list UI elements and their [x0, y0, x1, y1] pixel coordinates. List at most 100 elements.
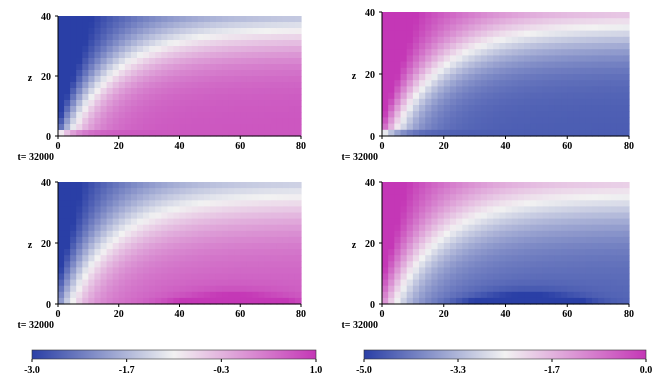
heatmap-cell — [76, 16, 83, 23]
heatmap-cell — [419, 224, 426, 232]
heatmap-cell — [382, 49, 389, 56]
heatmap-cell — [64, 118, 71, 125]
heatmap-cell — [394, 297, 402, 305]
heatmap-cell — [258, 267, 266, 275]
heatmap-cell — [282, 194, 290, 201]
heatmap-cell — [240, 52, 247, 59]
heatmap-cell — [474, 92, 482, 100]
heatmap-cell — [155, 188, 162, 195]
heatmap-cell — [499, 111, 507, 118]
heatmap-cell — [294, 218, 302, 226]
heatmap-cell — [58, 46, 65, 53]
heatmap-cell — [191, 46, 199, 53]
heatmap-cell — [616, 67, 624, 75]
heatmap-cell — [400, 117, 408, 125]
heatmap-cell — [143, 130, 150, 137]
heatmap-cell — [88, 188, 96, 195]
heatmap-cell — [58, 285, 65, 293]
heatmap-cell — [536, 285, 544, 293]
heatmap-cell — [591, 55, 599, 63]
heatmap-cell — [130, 291, 138, 299]
heatmap-cell — [622, 236, 630, 244]
heatmap-cell — [288, 285, 296, 293]
heatmap-cell — [276, 255, 284, 262]
heatmap-cell — [143, 267, 150, 275]
heatmap-cell — [88, 297, 96, 305]
heatmap-cell — [486, 105, 494, 112]
heatmap-cell — [100, 230, 108, 238]
heatmap-cell — [499, 285, 507, 293]
heatmap-cell — [486, 267, 494, 275]
heatmap-cell — [388, 18, 395, 25]
heatmap-cell — [82, 230, 89, 238]
heatmap-cell — [462, 285, 470, 293]
heatmap-cell — [222, 112, 229, 119]
heatmap-cell — [561, 111, 568, 118]
heatmap-cell — [234, 261, 241, 268]
heatmap-cell — [167, 194, 175, 201]
heatmap-cell — [591, 206, 599, 214]
y-tick-label: 0 — [370, 300, 375, 311]
heatmap-cell — [100, 182, 108, 189]
heatmap-cell — [412, 297, 420, 305]
heatmap-cell — [136, 112, 144, 119]
heatmap-cell — [258, 64, 266, 71]
heatmap-cell — [234, 243, 241, 250]
heatmap-cell — [106, 188, 114, 195]
heatmap-cell — [425, 194, 432, 201]
heatmap-cell — [130, 64, 138, 71]
heatmap-cell — [130, 124, 138, 131]
heatmap-cell — [548, 194, 556, 201]
heatmap-cell — [394, 18, 402, 25]
heatmap-cell — [94, 112, 102, 119]
heatmap-cell — [480, 285, 488, 293]
heatmap-cell — [499, 43, 507, 50]
heatmap-cell — [579, 182, 587, 189]
heatmap-cell — [474, 80, 482, 87]
heatmap-cell — [143, 218, 150, 226]
heatmap-cell — [542, 285, 550, 293]
heatmap-cell — [573, 261, 581, 268]
heatmap-cell — [511, 111, 519, 118]
heatmap-cell — [228, 273, 235, 281]
heatmap-cell — [234, 22, 241, 29]
heatmap-cell — [431, 74, 439, 81]
heatmap-cell — [585, 117, 593, 125]
heatmap-cell — [412, 255, 420, 262]
heatmap-cell — [486, 18, 494, 25]
heatmap-cell — [118, 40, 126, 47]
heatmap-cell — [167, 182, 175, 189]
heatmap-cell — [567, 105, 575, 112]
heatmap-cell — [100, 16, 108, 23]
heatmap-cell — [209, 28, 217, 35]
heatmap-cell — [406, 105, 414, 112]
heatmap-cell — [604, 18, 612, 25]
heatmap-cell — [400, 267, 408, 275]
heatmap-cell — [264, 124, 272, 131]
heatmap-cell — [437, 230, 445, 238]
heatmap-cell — [388, 206, 395, 214]
heatmap-cell — [573, 49, 581, 56]
heatmap-cell — [412, 279, 420, 287]
heatmap-cell — [130, 46, 138, 53]
heatmap-cell — [412, 98, 420, 106]
heatmap-cell — [548, 182, 556, 189]
heatmap-cell — [222, 40, 229, 47]
heatmap-cell — [112, 182, 120, 189]
heatmap-cell — [94, 118, 102, 125]
heatmap-cell — [443, 249, 451, 256]
heatmap-cell — [185, 188, 193, 195]
heatmap-cell — [561, 98, 568, 106]
heatmap-cell — [118, 224, 126, 232]
heatmap-cell — [185, 46, 193, 53]
heatmap-cell — [191, 70, 199, 77]
heatmap-cell — [449, 206, 457, 214]
heatmap-cell — [294, 279, 302, 287]
heatmap-cell — [288, 52, 296, 59]
heatmap-cell — [536, 86, 544, 94]
colorbar-1: -3.0 -1.7 -0.3 1.0 — [24, 349, 322, 374]
heatmap-cell — [185, 34, 193, 41]
heatmap-cell — [456, 273, 463, 281]
heatmap-cell — [431, 255, 439, 262]
heatmap-cell — [542, 206, 550, 214]
